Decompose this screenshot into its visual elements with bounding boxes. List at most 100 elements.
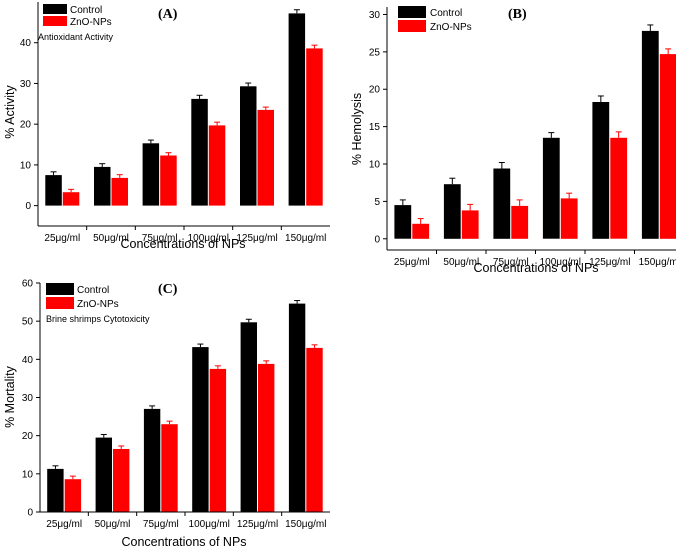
panel-a-ylabel: % Activity bbox=[3, 85, 17, 139]
bar-zno-5 bbox=[306, 347, 323, 512]
y-tick-label-1: 10 bbox=[20, 160, 32, 171]
bar-zno-3 bbox=[208, 125, 226, 206]
x-tick-label-5: 150μg/ml bbox=[639, 257, 676, 268]
legend-swatch-control bbox=[43, 4, 67, 14]
legend-swatch-zno bbox=[43, 16, 67, 26]
y-tick-label-5: 50 bbox=[22, 317, 34, 328]
panel-c-bars bbox=[47, 300, 323, 512]
panel-c-ylabel: % Mortality bbox=[3, 365, 17, 428]
panel-b-legend: Control ZnO-NPs bbox=[398, 6, 472, 33]
bar-control-5 bbox=[288, 13, 306, 206]
bar-control-1 bbox=[443, 184, 461, 239]
bar-control-1 bbox=[95, 437, 112, 512]
y-tick-label-4: 40 bbox=[20, 38, 32, 49]
panel-a-bars bbox=[45, 9, 323, 206]
panel-a-annotation: Antioxidant Activity bbox=[38, 32, 114, 42]
bar-control-0 bbox=[45, 175, 62, 206]
bar-control-0 bbox=[47, 468, 64, 512]
bar-zno-0 bbox=[62, 192, 80, 206]
bar-zno-5 bbox=[659, 54, 676, 239]
y-tick-label-1: 10 bbox=[22, 469, 34, 480]
legend-label-zno: ZnO-NPs bbox=[70, 17, 112, 28]
y-tick-label-0: 0 bbox=[27, 508, 33, 519]
y-tick-label-6: 30 bbox=[369, 10, 381, 21]
bar-control-2 bbox=[142, 143, 160, 206]
bar-zno-1 bbox=[113, 449, 130, 512]
y-tick-label-4: 20 bbox=[369, 85, 381, 96]
x-tick-label-1: 50μg/ml bbox=[93, 233, 129, 244]
panel-a: 25μg/ml 50μg/ml 75μg/ml 100μg/ml 125μg/ml 150… bbox=[3, 2, 330, 251]
bar-control-3 bbox=[191, 98, 208, 206]
legend-swatch-zno bbox=[398, 20, 426, 32]
bar-control-5 bbox=[288, 303, 306, 512]
legend-label-control: Control bbox=[430, 8, 462, 19]
y-tick-label-3: 15 bbox=[369, 122, 381, 133]
bar-control-1 bbox=[94, 166, 111, 206]
bar-zno-2 bbox=[161, 424, 178, 512]
x-tick-label-4: 125μg/ml bbox=[236, 233, 277, 244]
bar-control-4 bbox=[240, 86, 257, 206]
panel-a-xlabel: Concentrations of NPs bbox=[120, 237, 245, 251]
bar-control-5 bbox=[641, 30, 659, 239]
panel-a-label: (A) bbox=[158, 7, 178, 22]
y-tick-label-3: 30 bbox=[22, 393, 34, 404]
x-tick-label-2: 75μg/ml bbox=[143, 519, 179, 530]
panel-a-axes: 25μg/ml 50μg/ml 75μg/ml 100μg/ml 125μg/ml 150… bbox=[20, 2, 330, 244]
panel-b-axes: 25μg/ml 50μg/ml 75μg/ml 100μg/ml 125μg/ml 150… bbox=[369, 7, 676, 268]
x-tick-label-4: 125μg/ml bbox=[589, 257, 630, 268]
legend-swatch-control bbox=[46, 283, 74, 295]
bar-control-4 bbox=[240, 322, 257, 512]
y-tick-label-4: 40 bbox=[22, 355, 34, 366]
legend-label-control: Control bbox=[77, 285, 109, 296]
panel-b-bars bbox=[394, 24, 676, 239]
x-tick-label-2: 75μg/ml bbox=[142, 233, 178, 244]
y-tick-label-3: 30 bbox=[20, 79, 32, 90]
bar-control-3 bbox=[192, 347, 209, 512]
panel-c-legend: Control ZnO-NPs bbox=[46, 283, 119, 310]
x-tick-label-3: 100μg/ml bbox=[540, 257, 581, 268]
legend-label-control: Control bbox=[70, 5, 102, 16]
x-tick-label-1: 50μg/ml bbox=[443, 257, 479, 268]
bar-zno-3 bbox=[209, 368, 227, 512]
bar-control-2 bbox=[143, 408, 161, 512]
legend-label-zno: ZnO-NPs bbox=[430, 22, 472, 33]
bar-zno-1 bbox=[461, 210, 479, 239]
panel-b-ylabel: % Hemolysis bbox=[350, 93, 364, 165]
x-tick-label-4: 125μg/ml bbox=[237, 519, 278, 530]
x-tick-label-0: 25μg/ml bbox=[46, 519, 82, 530]
x-tick-label-3: 100μg/ml bbox=[188, 233, 229, 244]
panel-b-label: (B) bbox=[508, 7, 527, 22]
legend-label-zno: ZnO-NPs bbox=[77, 299, 119, 310]
bar-control-3 bbox=[542, 137, 560, 239]
bar-zno-2 bbox=[160, 155, 177, 206]
y-tick-label-2: 20 bbox=[20, 120, 32, 131]
y-tick-label-0: 0 bbox=[25, 201, 31, 212]
bar-control-2 bbox=[493, 168, 511, 239]
bar-zno-4 bbox=[258, 363, 275, 512]
x-tick-label-0: 25μg/ml bbox=[394, 257, 430, 268]
panel-c-axes: 25μg/ml 50μg/ml 75μg/ml 100μg/ml 125μg/ml 150… bbox=[22, 279, 330, 530]
bar-zno-2 bbox=[511, 205, 529, 239]
y-tick-label-2: 10 bbox=[369, 160, 381, 171]
y-tick-label-1: 5 bbox=[374, 197, 380, 208]
panel-c-annotation: Brine shrimps Cytotoxicity bbox=[46, 314, 150, 324]
bar-control-4 bbox=[592, 102, 610, 239]
bar-zno-4 bbox=[610, 137, 628, 239]
x-tick-label-2: 75μg/ml bbox=[493, 257, 529, 268]
bar-zno-0 bbox=[412, 223, 430, 239]
y-tick-label-2: 20 bbox=[22, 431, 34, 442]
y-tick-label-6: 60 bbox=[22, 279, 34, 290]
panel-a-legend: Control ZnO-NPs bbox=[43, 4, 112, 28]
y-tick-label-0: 0 bbox=[374, 234, 380, 245]
bar-zno-4 bbox=[257, 109, 274, 206]
bar-zno-0 bbox=[64, 479, 82, 512]
panel-b-xlabel: Concentrations of NPs bbox=[473, 261, 598, 275]
x-tick-label-1: 50μg/ml bbox=[95, 519, 131, 530]
x-tick-label-0: 25μg/ml bbox=[44, 233, 80, 244]
legend-swatch-control bbox=[398, 6, 426, 18]
panel-c: 25μg/ml 50μg/ml 75μg/ml 100μg/ml 125μg/ml 150… bbox=[3, 279, 330, 549]
bar-zno-1 bbox=[111, 177, 128, 206]
panel-c-label: (C) bbox=[158, 282, 178, 297]
y-tick-label-5: 25 bbox=[369, 47, 381, 58]
x-tick-label-5: 150μg/ml bbox=[285, 233, 326, 244]
